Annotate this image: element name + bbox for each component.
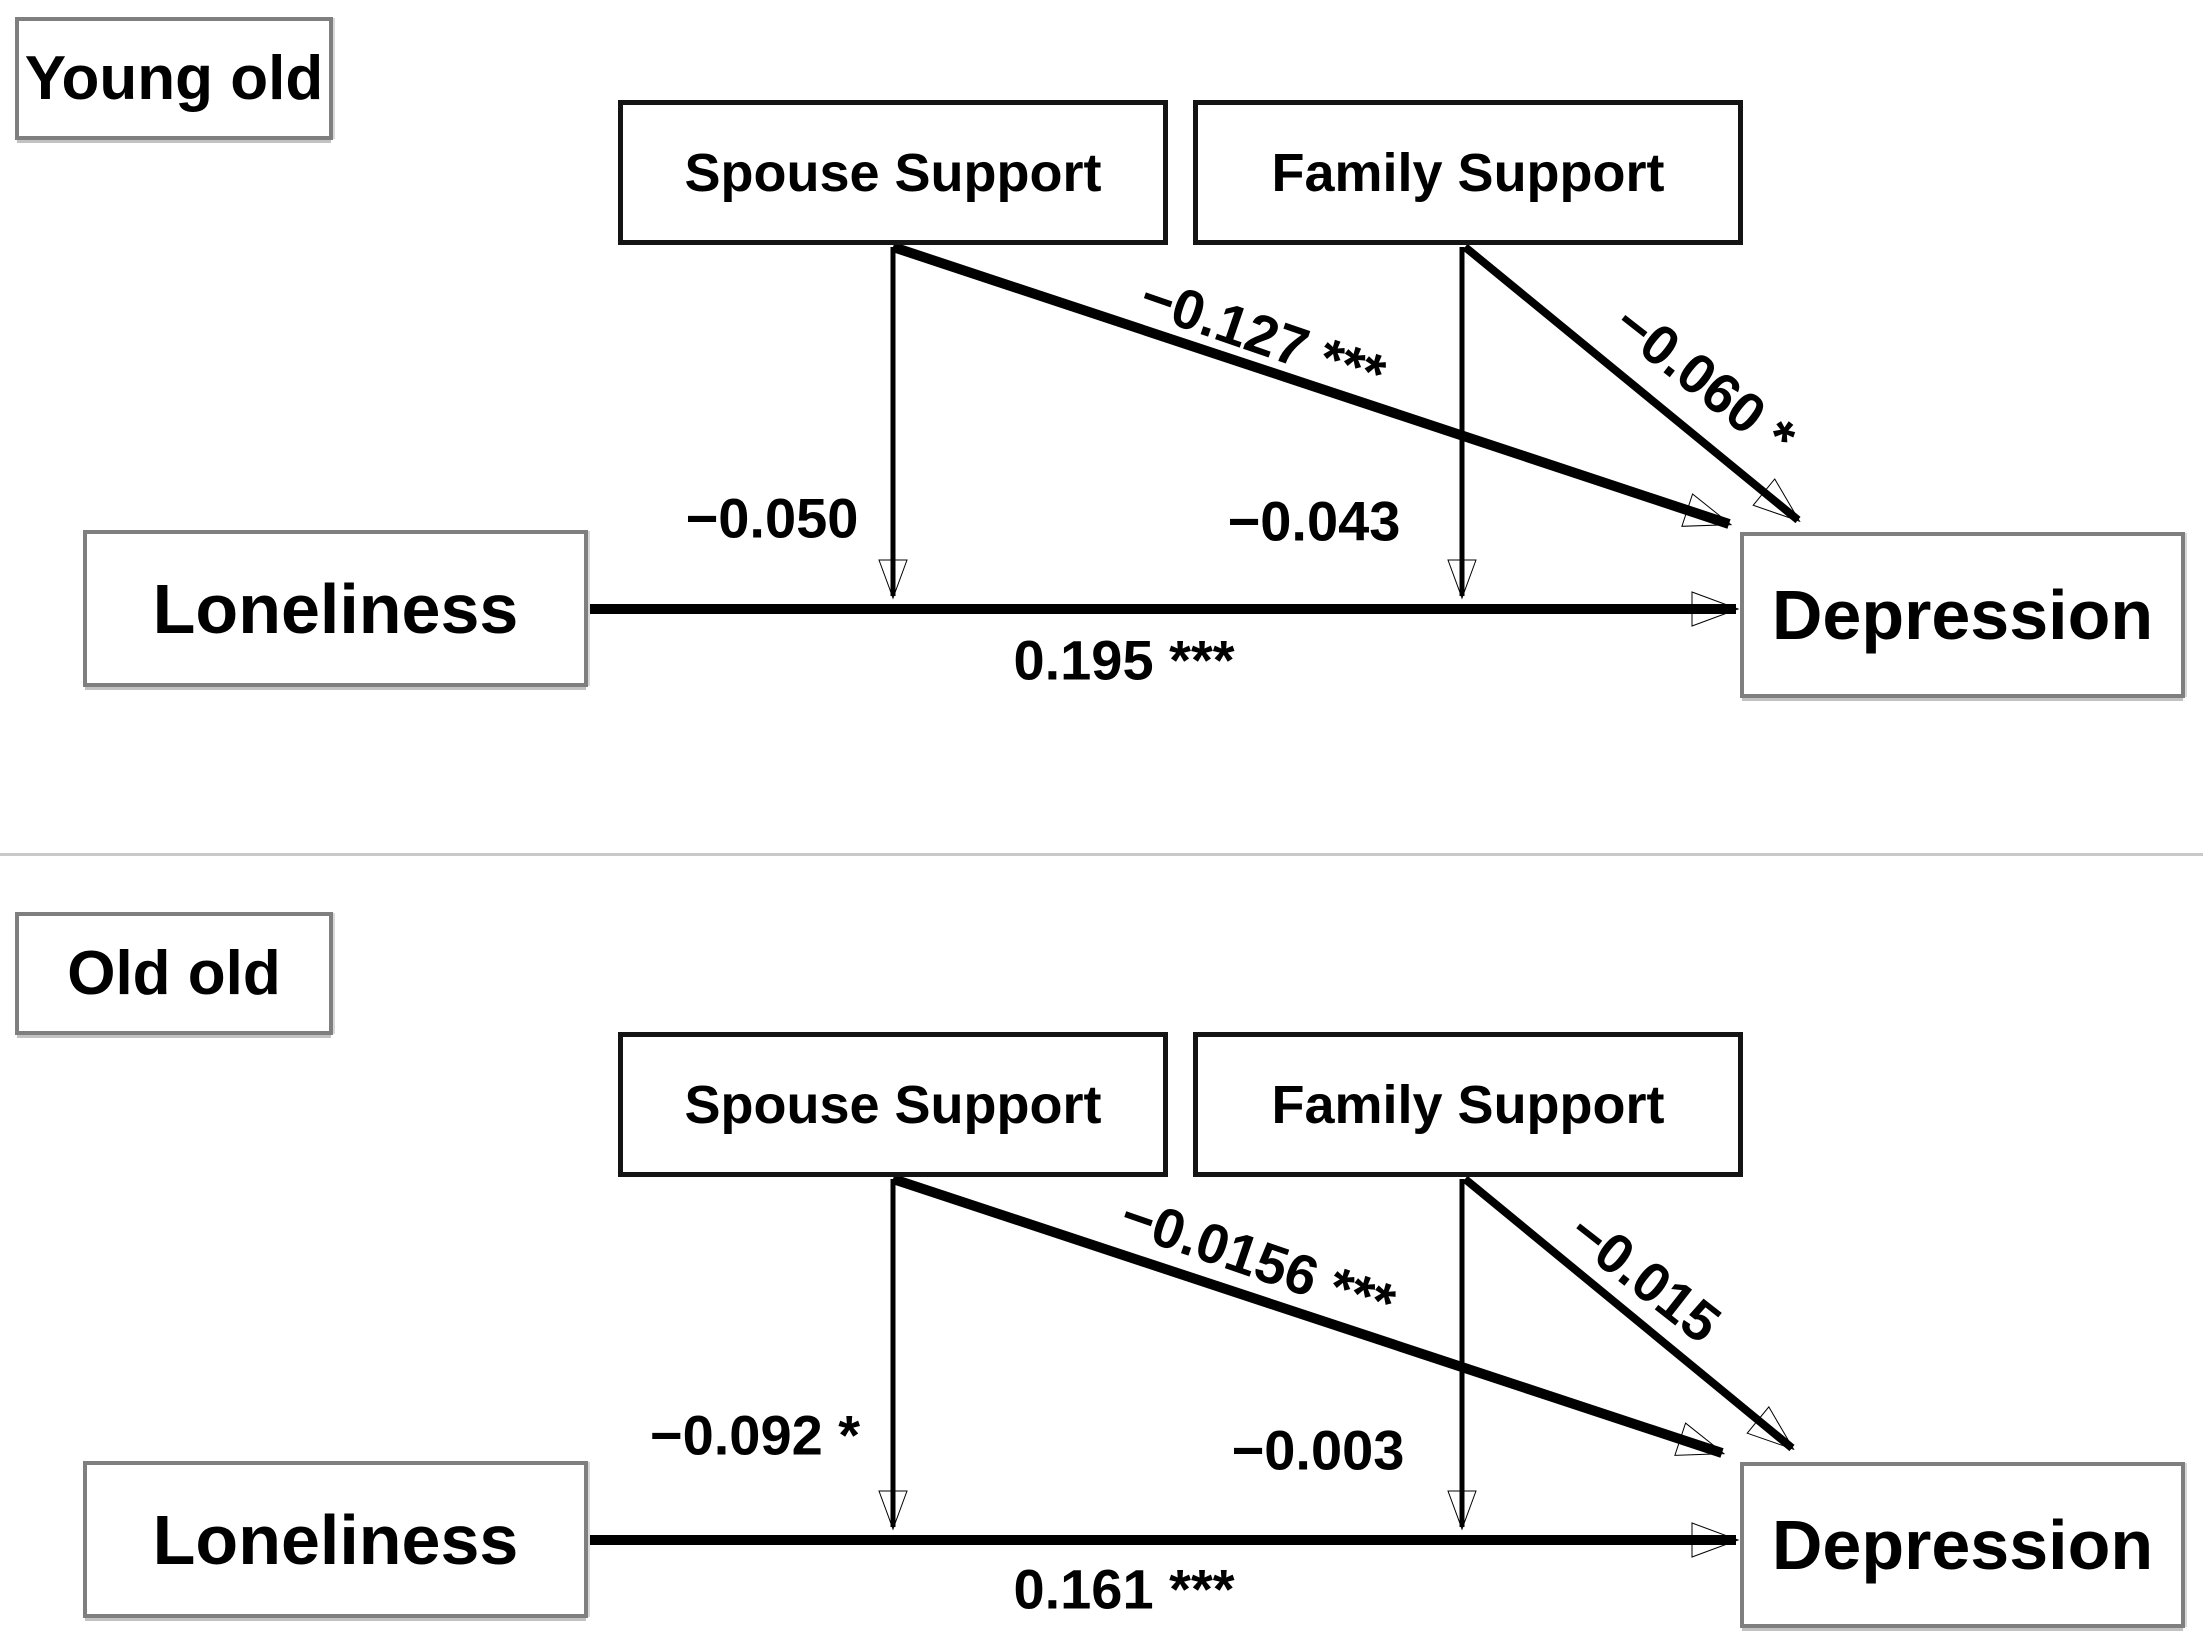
spouse-support-label-young: Spouse Support	[684, 142, 1102, 203]
arrow-family-to-depression-old	[1462, 1175, 1795, 1452]
arrow-spouse-to-depression-old	[891, 1174, 1726, 1458]
group-label-young-old: Young old	[24, 44, 324, 113]
family-support-label-old: Family Support	[1271, 1074, 1665, 1135]
spouse-support-box-young: Spouse Support	[618, 100, 1168, 245]
group-label-box-young-old: Young old	[15, 17, 333, 140]
spouse-support-label-old: Spouse Support	[684, 1074, 1102, 1135]
coef-family-on-direct-path-old: −0.003	[1231, 1418, 1405, 1482]
depression-box-young: Depression	[1740, 532, 2185, 698]
arrow-family-to-depression-young	[1462, 243, 1801, 524]
coef-loneliness-to-depression-old: 0.161 ***	[1013, 1557, 1235, 1621]
family-support-box-young: Family Support	[1193, 100, 1743, 245]
loneliness-box-old: Loneliness	[83, 1461, 588, 1618]
loneliness-label-young: Loneliness	[152, 569, 519, 648]
coef-family-on-direct-path-young: −0.043	[1227, 489, 1401, 553]
loneliness-label-old: Loneliness	[152, 1500, 519, 1579]
coef-spouse-on-direct-path-old: −0.092 *	[649, 1403, 861, 1467]
depression-box-old: Depression	[1740, 1462, 2185, 1628]
loneliness-box-young: Loneliness	[83, 530, 588, 687]
arrow-spouse-to-depression-young	[891, 242, 1733, 529]
coef-spouse-on-direct-path-young: −0.050	[685, 486, 859, 550]
group-label-box-old-old: Old old	[15, 912, 333, 1035]
group-label-old-old: Old old	[67, 939, 281, 1008]
family-support-label-young: Family Support	[1271, 142, 1665, 203]
panel-divider-line	[0, 853, 2203, 856]
family-support-box-old: Family Support	[1193, 1032, 1743, 1177]
depression-label-young: Depression	[1771, 576, 2154, 654]
coef-loneliness-to-depression-young: 0.195 ***	[1013, 628, 1235, 692]
depression-label-old: Depression	[1771, 1506, 2154, 1584]
spouse-support-box-old: Spouse Support	[618, 1032, 1168, 1177]
